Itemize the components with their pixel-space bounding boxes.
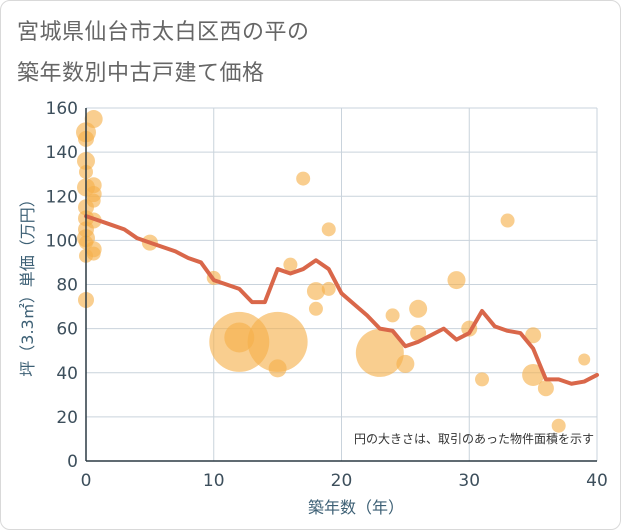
y-tick-label: 100: [46, 231, 78, 251]
x-tick-label: 30: [458, 471, 480, 491]
chart-title-line2: 築年数別中古戸建て価格: [17, 61, 265, 86]
data-bubble: [321, 222, 336, 237]
y-tick-label: 120: [46, 187, 78, 207]
data-bubble: [84, 110, 103, 129]
data-bubble: [308, 301, 323, 316]
x-tick-label: 10: [203, 471, 225, 491]
y-tick-label: 0: [67, 452, 78, 472]
data-bubble: [500, 213, 515, 228]
axes: 0 20 40 60 80 100 120 140 160 0 10 20 30 40: [46, 99, 608, 491]
y-tick-label: 40: [56, 364, 78, 384]
data-bubble: [283, 257, 298, 272]
data-bubble: [296, 171, 311, 186]
data-bubble: [355, 328, 404, 377]
data-bubble: [224, 322, 255, 353]
data-bubble: [578, 353, 591, 366]
chart-title-line1: 宮城県仙台市太白区西の平の: [17, 20, 310, 45]
x-tick-label: 20: [331, 471, 353, 491]
grid-lines: [86, 107, 598, 461]
trend-line-group: [84, 214, 599, 386]
x-axis-label: 築年数（年）: [308, 498, 404, 517]
y-tick-label: 20: [56, 408, 78, 428]
y-tick-label: 80: [56, 276, 78, 296]
data-bubble: [321, 281, 336, 296]
data-bubble: [447, 271, 466, 290]
data-bubble: [385, 308, 400, 323]
y-tick-label: 60: [56, 320, 78, 340]
y-tick-label: 140: [46, 143, 78, 163]
x-tick-label: 40: [586, 471, 608, 491]
data-bubble: [551, 418, 566, 433]
data-bubble: [306, 282, 325, 301]
data-bubble: [247, 311, 308, 372]
data-bubble: [525, 327, 542, 344]
y-tick-label: 160: [46, 99, 78, 119]
data-bubble: [396, 354, 415, 373]
size-note: 円の大きさは、取引のあった物件面積を示す: [354, 431, 594, 446]
data-bubble: [537, 380, 554, 397]
data-bubble: [86, 246, 101, 261]
data-bubble: [410, 325, 427, 342]
bubble-series: [76, 110, 591, 433]
data-bubble: [522, 363, 545, 386]
y-axis-label: 坪（3.3㎡）単価（万円）: [18, 191, 37, 376]
data-bubble: [409, 299, 428, 318]
data-bubble: [268, 359, 287, 378]
trend-line: [84, 214, 599, 386]
data-bubble: [475, 372, 490, 387]
data-bubble: [86, 193, 101, 208]
x-tick-label: 0: [81, 471, 92, 491]
